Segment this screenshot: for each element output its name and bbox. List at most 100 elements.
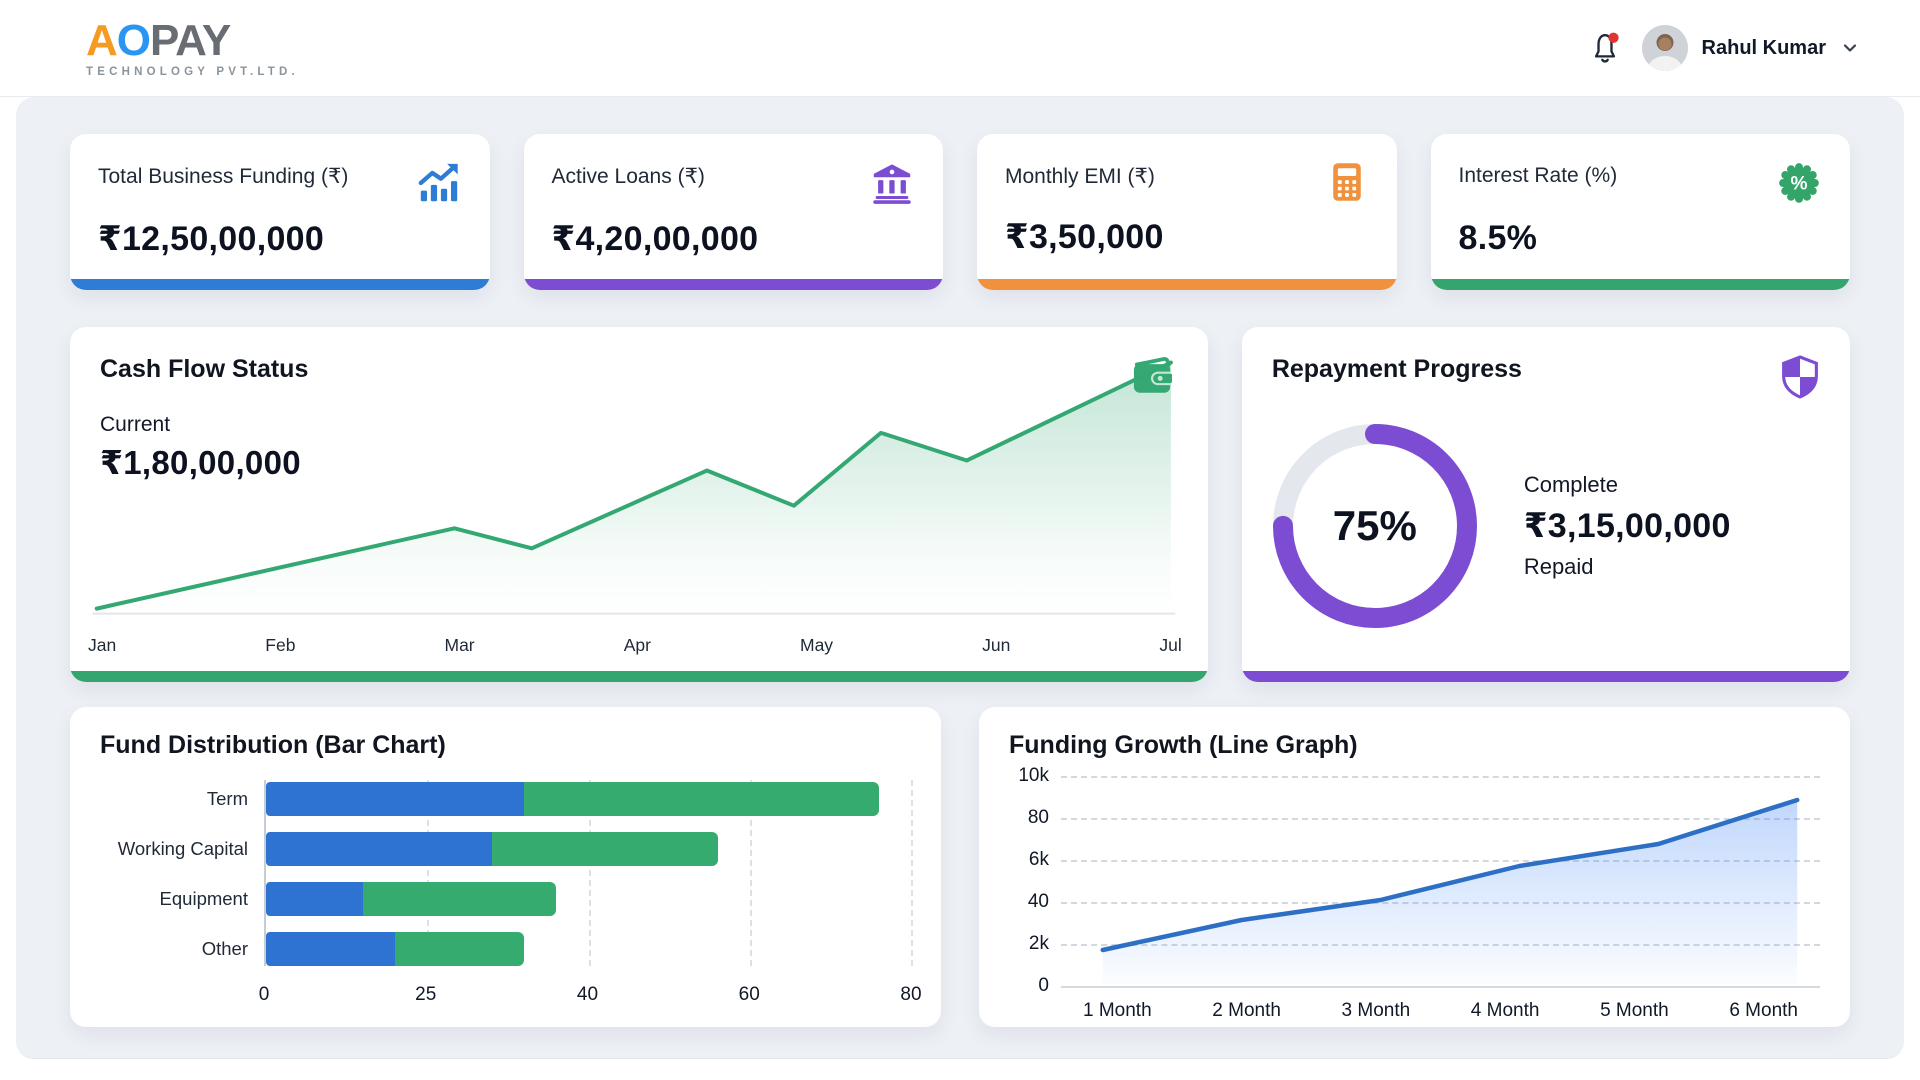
stacked-bar <box>266 782 911 816</box>
app-header: AOPAY TECHNOLOGY PVT.LTD. <box>0 0 1920 97</box>
notification-dot <box>1607 32 1619 43</box>
stat-value: ₹4,20,00,000 <box>551 220 759 258</box>
logo-letter-o: O <box>116 15 151 65</box>
funding-growth-chart: 10k 80 6k 40 2k 0 <box>1009 765 1820 996</box>
bar-category-label: Term <box>206 788 248 809</box>
y-tick-label: 10k <box>1018 765 1049 786</box>
stat-label: Interest Rate (%) <box>1458 164 1618 187</box>
cash-flow-card: Cash Flow Status Current ₹1,80,00,000 <box>70 327 1208 682</box>
bank-icon <box>873 164 911 204</box>
grid-line <box>911 780 913 966</box>
cash-flow-month-label: Feb <box>265 635 296 655</box>
x-tick-label: 6 Month <box>1729 1000 1798 1021</box>
stat-label: Total Business Funding (₹) <box>98 165 349 188</box>
bottom-row: Fund Distribution (Bar Chart) Term Workin… <box>70 707 1850 1027</box>
notifications-button[interactable] <box>1586 29 1624 67</box>
cash-flow-line <box>97 363 1171 609</box>
fund-distribution-rows <box>266 782 911 966</box>
repayment-donut: 75% <box>1270 421 1480 631</box>
bar-segment-green <box>395 932 524 966</box>
stat-card-active-loans: Active Loans (₹) ₹4,20,00,000 <box>523 134 943 290</box>
user-name: Rahul Kumar <box>1701 36 1826 59</box>
fund-distribution-plot <box>264 780 913 966</box>
cash-flow-month-label: Jan <box>88 635 117 655</box>
bar-segment-blue <box>266 932 395 966</box>
grid-line <box>1061 776 1820 778</box>
y-tick-label: 6k <box>1028 849 1049 870</box>
middle-row: Cash Flow Status Current ₹1,80,00,000 <box>70 327 1850 682</box>
stat-label: Active Loans (₹) <box>551 165 705 188</box>
bar-segment-green <box>491 832 718 866</box>
x-tick-label: 60 <box>738 984 760 1005</box>
header-actions: Rahul Kumar <box>1586 25 1860 71</box>
shield-icon <box>1782 355 1818 399</box>
stat-card-interest-rate: Interest Rate (%) % 8.5% <box>1430 134 1850 290</box>
funding-growth-card: Funding Growth (Line Graph) 10k 80 6k 40 2k 0 <box>979 707 1850 1027</box>
fund-distribution-x-axis: 0 25 40 60 80 <box>259 980 922 1010</box>
cash-flow-current-label: Current <box>100 413 171 436</box>
stacked-bar <box>266 882 911 916</box>
repayment-summary: Complete ₹3,15,00,000 Repaid <box>1524 472 1731 580</box>
funding-growth-plot <box>1061 776 1820 988</box>
user-menu[interactable]: Rahul Kumar <box>1641 25 1860 71</box>
donut-progress <box>1272 424 1477 628</box>
calculator-icon <box>1332 163 1361 201</box>
stat-card-total-business-funding: Total Business Funding (₹) ₹12,50,00,000 <box>70 134 490 290</box>
accent-strip <box>1241 671 1850 682</box>
x-tick-label: 0 <box>258 984 270 1005</box>
x-tick-label: 1 Month <box>1083 1000 1152 1021</box>
funding-growth-title: Funding Growth (Line Graph) <box>1009 731 1358 759</box>
stat-value: 8.5% <box>1458 219 1538 257</box>
x-tick-label: 3 Month <box>1341 1000 1411 1021</box>
x-tick-label: 4 Month <box>1470 1000 1540 1021</box>
bar-segment-green <box>362 882 557 916</box>
cash-flow-month-label: Mar <box>444 635 475 655</box>
bar-chart-trending-up-icon <box>418 163 458 202</box>
y-tick-label: 2k <box>1028 933 1049 954</box>
repayment-title: Repayment Progress <box>1271 355 1522 383</box>
bar-segment-green <box>524 782 879 816</box>
percent-badge-icon: % <box>1779 163 1819 203</box>
stacked-bar <box>266 832 911 866</box>
bar-category-label: Equipment <box>159 888 248 909</box>
cash-flow-area <box>96 362 1171 614</box>
grid-line <box>1061 860 1820 862</box>
x-tick-label: 5 Month <box>1600 1000 1669 1021</box>
repayment-percent: 75% <box>1332 502 1417 549</box>
grid-line <box>588 780 591 966</box>
stat-value: ₹3,50,000 <box>1005 218 1164 256</box>
repayment-complete-label: Complete <box>1523 472 1618 497</box>
accent-strip <box>977 279 1397 290</box>
logo-subtitle: TECHNOLOGY PVT.LTD. <box>86 65 299 78</box>
y-tick-label: 40 <box>1027 891 1049 912</box>
cash-flow-month-label: May <box>800 635 834 655</box>
repayment-amount: ₹3,15,00,000 <box>1523 507 1731 545</box>
accent-strip <box>70 279 490 290</box>
cash-flow-month-label: Apr <box>623 635 651 655</box>
bar-segment-blue <box>266 882 363 916</box>
accent-strip <box>70 671 1208 682</box>
cash-flow-title: Cash Flow Status <box>100 355 309 383</box>
x-tick-label: 25 <box>415 984 437 1005</box>
grid-line <box>427 780 430 966</box>
grid-line <box>1061 818 1820 820</box>
fund-distribution-chart: Term Working Capital Equipment Other <box>100 780 913 966</box>
accent-strip <box>1430 279 1850 290</box>
chevron-down-icon <box>1843 44 1857 52</box>
y-tick-label: 80 <box>1027 807 1049 828</box>
funding-growth-line <box>1103 800 1797 950</box>
x-tick-label: 40 <box>576 984 599 1005</box>
stacked-bar <box>266 932 911 966</box>
stat-value: ₹12,50,00,000 <box>98 220 325 258</box>
bar-segment-blue <box>266 832 492 866</box>
grid-line <box>749 780 752 966</box>
stat-label: Monthly EMI (₹) <box>1005 165 1155 188</box>
cash-flow-x-axis: Jan Feb Mar Apr May Jun Jul <box>88 635 1182 656</box>
avatar <box>1641 25 1688 71</box>
fund-distribution-categories: Term Working Capital Equipment Other <box>100 780 264 966</box>
repayment-progress-card: Repayment Progress <box>1241 327 1850 682</box>
accent-strip <box>523 279 943 290</box>
funding-growth-area <box>1102 800 1798 984</box>
bar-segment-blue <box>266 782 524 816</box>
y-tick-label: 0 <box>1038 975 1049 996</box>
